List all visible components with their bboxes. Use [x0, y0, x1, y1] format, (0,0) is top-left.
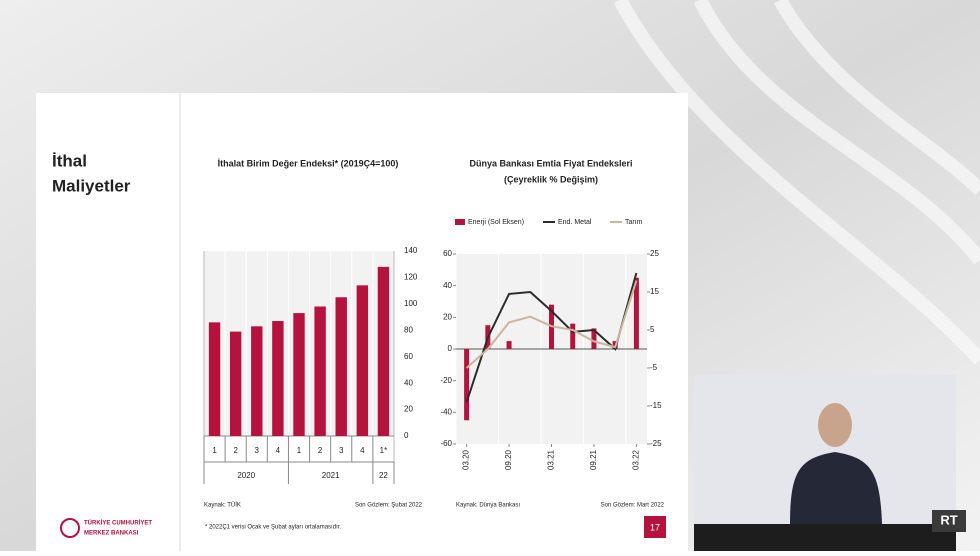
y-tick-label: 140 — [404, 246, 418, 255]
bar — [251, 326, 263, 436]
y2-tick-label: -25 — [650, 439, 662, 448]
legend-label: Enerji (Sol Eksen) — [468, 219, 524, 226]
x-tick-label: 4 — [276, 446, 281, 455]
y2-tick-label: 15 — [650, 287, 659, 296]
y-tick-label: 20 — [443, 312, 452, 321]
bar — [293, 313, 305, 436]
x-group-label: 22 — [379, 471, 388, 480]
page-number: 17 — [650, 522, 660, 532]
bar — [506, 341, 512, 349]
x-group-label: 2021 — [322, 471, 340, 480]
bar — [570, 323, 576, 349]
x-group-label: 2020 — [237, 471, 255, 480]
y-tick-label: -20 — [440, 376, 452, 385]
x-tick-label: 3 — [339, 446, 344, 455]
x-tick-label: 4 — [360, 446, 365, 455]
line-series — [465, 272, 638, 403]
logo-text: MERKEZ BANKASI — [84, 531, 139, 537]
slide-title: Maliyetler — [52, 176, 131, 195]
video-person — [790, 452, 882, 524]
x-tick-label: 1 — [297, 446, 302, 455]
x-tick-label: 03.20 — [462, 449, 471, 470]
bar — [272, 321, 284, 436]
logo-text: TÜRKİYE CUMHURİYET — [84, 520, 152, 527]
x-tick-label: 09.21 — [589, 449, 598, 470]
legend-label: Tarım — [625, 219, 643, 226]
bar — [314, 306, 326, 436]
x-tick-label: 03.21 — [547, 449, 556, 470]
bar — [633, 277, 639, 349]
x-tick-label: 03.22 — [631, 449, 640, 470]
source: Kaynak: TÜİK — [204, 502, 241, 509]
y2-tick-label: 5 — [650, 325, 655, 334]
bar — [591, 328, 597, 349]
watermark-box — [932, 510, 966, 532]
bar — [377, 266, 390, 436]
y-tick-label: 40 — [443, 281, 452, 290]
chart-title: Dünya Bankası Emtia Fiyat Endeksleri — [469, 158, 632, 168]
x-tick-label: 09.20 — [504, 449, 513, 470]
background-wave — [613, 0, 980, 365]
y-tick-label: 120 — [404, 273, 418, 282]
x-tick-label: 2 — [318, 446, 323, 455]
x-tick-label: 3 — [255, 446, 260, 455]
y-tick-label: 20 — [404, 405, 413, 414]
page-number-box — [644, 516, 666, 538]
watermark: RT — [940, 512, 957, 527]
chart-subtitle: (Çeyreklik % Değişim) — [504, 174, 598, 184]
y-tick-label: 40 — [404, 378, 413, 387]
last-observation: Son Gözlem: Mart 2022 — [601, 503, 665, 509]
y2-tick-label: 25 — [650, 249, 659, 258]
source: Kaynak: Dünya Bankası — [456, 503, 520, 509]
bar — [208, 322, 221, 436]
y-tick-label: 100 — [404, 299, 418, 308]
legend-label: End. Metal — [558, 219, 592, 226]
y-tick-label: 80 — [404, 325, 413, 334]
bar — [464, 349, 470, 421]
footnote: * 2022Ç1 verisi Ocak ve Şubat ayları ort… — [205, 525, 341, 531]
last-observation: Son Gözlem: Şubat 2022 — [355, 503, 423, 509]
x-tick-label: 1* — [380, 446, 388, 455]
y-tick-label: -40 — [440, 407, 452, 416]
y2-tick-label: -15 — [650, 401, 662, 410]
video-desk — [694, 524, 956, 551]
y-tick-label: -60 — [440, 439, 452, 448]
y-tick-label: 60 — [404, 352, 413, 361]
bar — [229, 331, 242, 436]
x-tick-label: 2 — [233, 446, 238, 455]
y-tick-label: 60 — [443, 249, 452, 258]
x-tick-label: 1 — [212, 446, 217, 455]
line-series — [465, 280, 638, 369]
slide-title: İthal — [52, 151, 87, 170]
video-person-head — [818, 403, 852, 447]
bar — [356, 285, 369, 436]
bar — [335, 297, 347, 436]
chart-title: İthalat Birim Değer Endeksi* (2019Ç4=100… — [218, 158, 399, 168]
logo-icon — [60, 518, 80, 538]
y-tick-label: 0 — [404, 431, 409, 440]
y2-tick-label: -5 — [650, 363, 658, 372]
y-tick-label: 0 — [448, 344, 453, 353]
legend-swatch — [455, 219, 465, 225]
